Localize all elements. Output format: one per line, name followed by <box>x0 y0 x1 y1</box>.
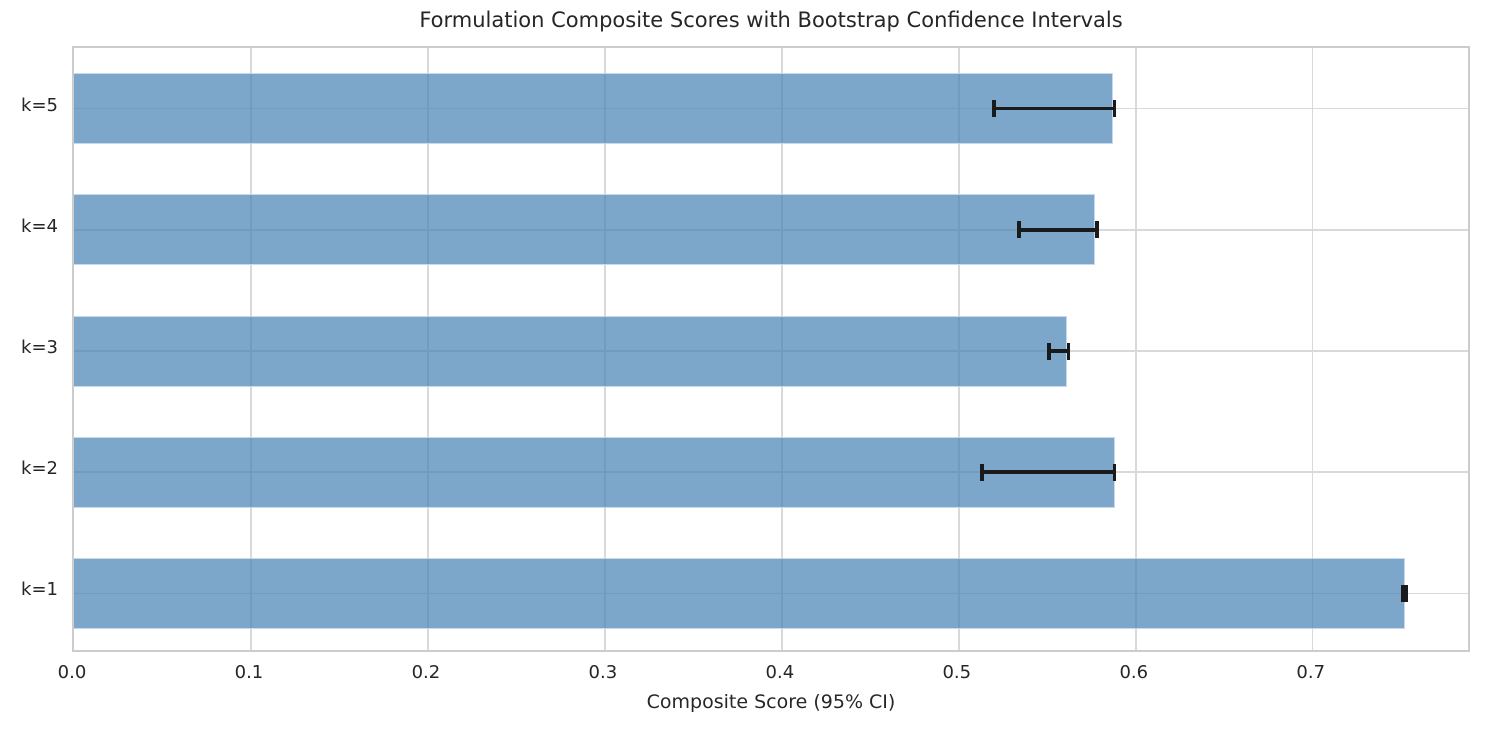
x-tick-label-0.2: 0.2 <box>411 662 441 683</box>
errorbar-cap-low-k=2 <box>980 463 984 481</box>
bar-k=4 <box>74 194 1096 266</box>
errorbar-cap-low-k=3 <box>1047 342 1051 360</box>
errorbar-line-k=5 <box>994 106 1115 111</box>
x-gridline-0.6 <box>1135 48 1137 650</box>
errorbar-cap-high-k=5 <box>1112 100 1117 118</box>
x-gridline-0.7 <box>1311 48 1314 650</box>
x-tick-label-0.4: 0.4 <box>765 662 795 683</box>
y-tick-label-k=5: k=5 <box>21 94 58 116</box>
plot-area <box>72 46 1470 652</box>
x-tick-label-0.6: 0.6 <box>1119 662 1149 683</box>
y-tick-label-k=4: k=4 <box>21 215 58 237</box>
bar-k=2 <box>74 436 1115 508</box>
x-tick-label-0.1: 0.1 <box>234 662 264 683</box>
errorbar-cap-low-k=4 <box>1017 221 1021 239</box>
errorbar-cap-high-k=3 <box>1066 342 1071 360</box>
errorbar-cap-low-k=5 <box>992 100 996 118</box>
errorbar-line-k=4 <box>1018 228 1097 232</box>
y-tick-label-k=3: k=3 <box>21 337 58 358</box>
errorbar-cap-high-k=2 <box>1112 463 1117 481</box>
chart-title: Formulation Composite Scores with Bootst… <box>419 8 1123 32</box>
y-tick-label-k=1: k=1 <box>21 579 58 601</box>
bar-k=3 <box>74 315 1067 387</box>
x-axis-label: Composite Score (95% CI) <box>646 691 896 713</box>
errorbar-cap-high-k=1 <box>1404 584 1409 602</box>
bar-k=5 <box>74 73 1113 145</box>
y-tick-label-k=2: k=2 <box>21 458 58 480</box>
x-tick-label-0.7: 0.7 <box>1296 662 1326 683</box>
errorbar-cap-high-k=4 <box>1095 221 1099 239</box>
errorbar-line-k=3 <box>1049 349 1069 353</box>
errorbar-line-k=2 <box>981 470 1115 474</box>
x-tick-label-0.0: 0.0 <box>57 662 87 683</box>
x-tick-label-0.3: 0.3 <box>588 662 618 683</box>
errorbar-line-k=1 <box>1402 591 1407 596</box>
x-tick-label-0.5: 0.5 <box>942 662 972 683</box>
bar-k=1 <box>74 557 1405 629</box>
errorbar-cap-low-k=1 <box>1401 584 1405 602</box>
